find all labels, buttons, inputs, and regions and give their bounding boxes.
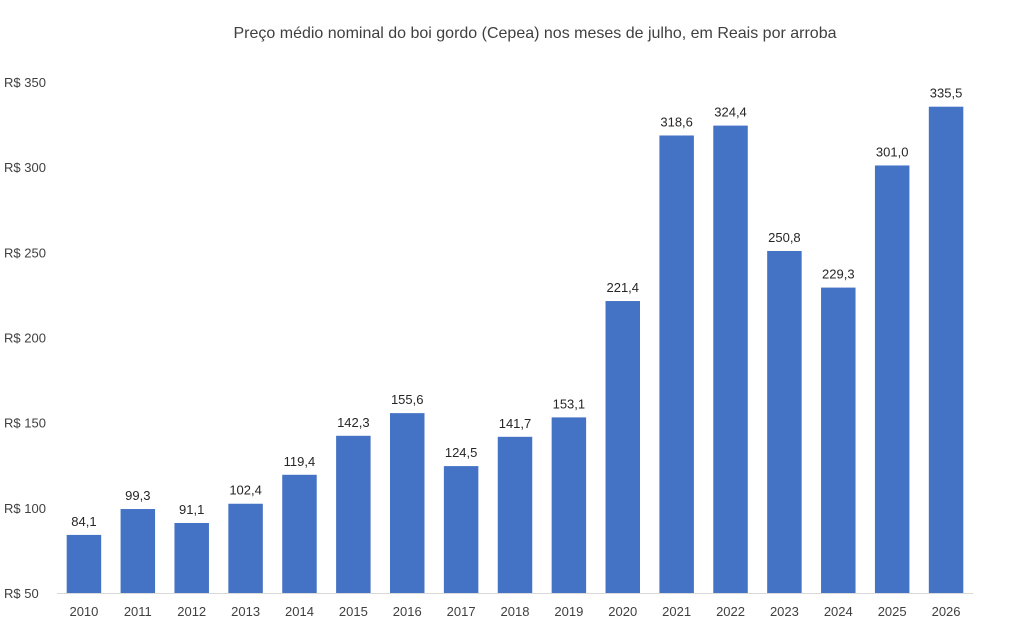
x-tick-label: 2023: [770, 604, 799, 619]
x-tick-label: 2019: [554, 604, 583, 619]
x-tick-label: 2013: [231, 604, 260, 619]
bar-2015: [336, 435, 371, 593]
data-label: 318,6: [660, 114, 693, 129]
y-tick-label: R$ 350: [4, 75, 46, 90]
bar-2011: [120, 509, 156, 593]
bar-2018: [497, 436, 533, 593]
y-tick-label: R$ 150: [4, 416, 46, 431]
bar-2020: [605, 301, 641, 593]
y-tick-label: R$ 200: [4, 331, 46, 346]
bar-2025: [874, 165, 910, 594]
data-label: 250,8: [768, 230, 801, 245]
x-tick-label: 2022: [716, 604, 745, 619]
data-labels-group: 84,1 99,3 91,1 102,4 119,4 142,3 155,6 124,5 141…: [71, 86, 962, 529]
bar-2023: [767, 250, 802, 593]
x-tick-label: 2020: [608, 604, 637, 619]
x-tick-label: 2017: [447, 604, 476, 619]
data-label: 324,4: [714, 105, 747, 120]
x-tick-label: 2014: [285, 604, 314, 619]
x-tick-label: 2024: [824, 604, 853, 619]
x-tick-label: 2021: [662, 604, 691, 619]
data-label: 335,5: [930, 86, 963, 101]
y-tick-label: R$ 100: [4, 501, 46, 516]
bar-2026: [928, 106, 964, 593]
data-label: 91,1: [179, 502, 204, 517]
x-tick-label: 2026: [932, 604, 961, 619]
bar-2012: [174, 522, 209, 593]
bar-2010: [66, 534, 102, 593]
chart-title: Preço médio nominal do boi gordo (Cepea)…: [234, 25, 837, 42]
data-label: 221,4: [606, 280, 639, 295]
bar-2017: [443, 466, 479, 593]
bar-2016: [389, 413, 425, 593]
data-label: 142,3: [337, 415, 370, 430]
y-tick-label: R$ 50: [4, 586, 39, 601]
bar-2019: [551, 417, 587, 593]
data-label: 84,1: [71, 514, 96, 529]
x-tick-label: 2016: [393, 604, 422, 619]
data-label: 102,4: [229, 483, 262, 498]
y-tick-label: R$ 300: [4, 160, 46, 175]
bars-group: [66, 106, 964, 594]
data-label: 99,3: [125, 488, 150, 503]
data-label: 155,6: [391, 392, 424, 407]
data-label: 301,0: [876, 144, 909, 159]
x-axis: 2010 2011 2012 2013 2014 2015 2016 2017 2018 2019…: [69, 604, 960, 619]
bar-2022: [713, 125, 748, 593]
bar-2024: [821, 287, 856, 593]
data-label: 153,1: [553, 396, 586, 411]
bar-2021: [659, 135, 694, 593]
data-label: 141,7: [499, 416, 532, 431]
x-tick-label: 2011: [124, 604, 152, 619]
x-tick-label: 2025: [878, 604, 907, 619]
x-tick-label: 2015: [339, 604, 368, 619]
data-label: 119,4: [284, 454, 316, 469]
data-label: 124,5: [445, 445, 478, 460]
x-tick-label: 2010: [69, 604, 98, 619]
data-label: 229,3: [822, 267, 855, 282]
y-tick-label: R$ 250: [4, 245, 46, 260]
bar-2013: [228, 503, 263, 593]
y-axis: R$ 50 R$ 100 R$ 150 R$ 200 R$ 250 R$ 300 R$ 35…: [4, 75, 46, 601]
x-tick-label: 2012: [177, 604, 206, 619]
x-tick-label: 2018: [501, 604, 530, 619]
bar-2014: [282, 474, 317, 593]
